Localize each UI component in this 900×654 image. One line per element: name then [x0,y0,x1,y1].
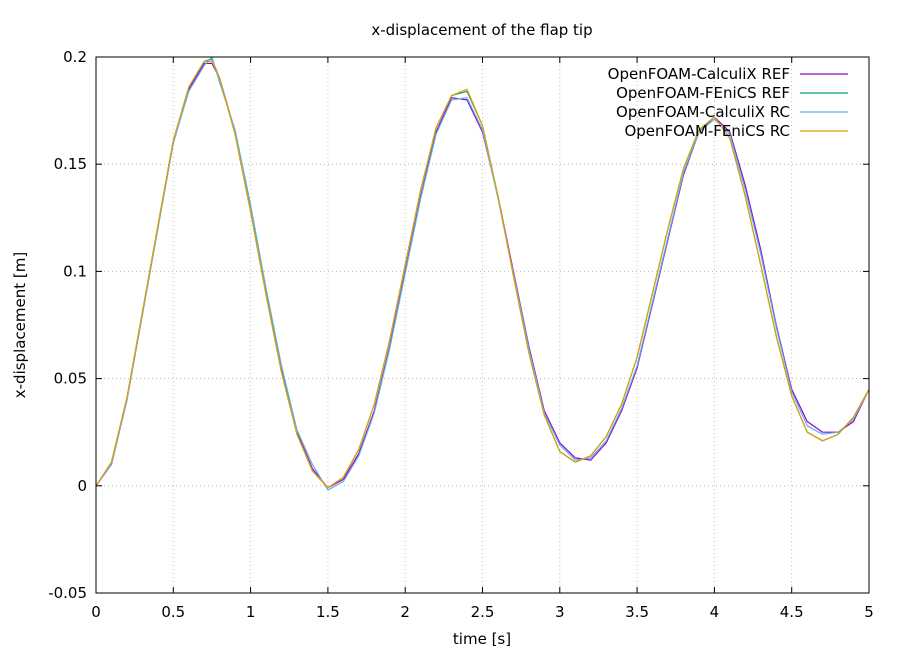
legend-label: OpenFOAM-CalculiX REF [608,65,790,83]
x-tick-label: 3.5 [625,603,649,621]
x-tick-label: 2.5 [471,603,495,621]
x-tick-label: 4.5 [780,603,804,621]
legend-label: OpenFOAM-FEniCS RC [624,122,790,140]
legend-label: OpenFOAM-FEniCS REF [616,84,790,102]
chart-title: x-displacement of the flap tip [371,21,592,39]
grid [96,57,869,593]
legend-label: OpenFOAM-CalculiX RC [616,103,790,121]
series-line-4 [95,60,870,489]
y-tick-label: 0.05 [54,370,87,388]
x-tick-label: 1.5 [316,603,340,621]
series-layer [95,56,870,491]
y-axis-label: x-displacement [m] [11,252,29,398]
x-tick-label: 3 [555,603,565,621]
x-tick-label: 0 [91,603,101,621]
x-tick-label: 4 [710,603,720,621]
y-tick-label: 0.1 [63,262,87,280]
y-tick-label: 0.2 [63,48,87,66]
y-tick-label: 0.15 [54,155,87,173]
x-axis-label: time [s] [453,630,511,648]
axis-ticks: 0 0.5 1 1.5 2 2.5 3 3.5 4 4.5 5-0.0500.050.10.150.… [48,48,874,621]
x-tick-label: 5 [864,603,874,621]
y-tick-label: -0.05 [48,584,87,602]
y-tick-label: 0 [77,477,87,495]
x-tick-label: 1 [246,603,256,621]
x-tick-label: 2 [400,603,410,621]
x-tick-label: 0.5 [161,603,185,621]
